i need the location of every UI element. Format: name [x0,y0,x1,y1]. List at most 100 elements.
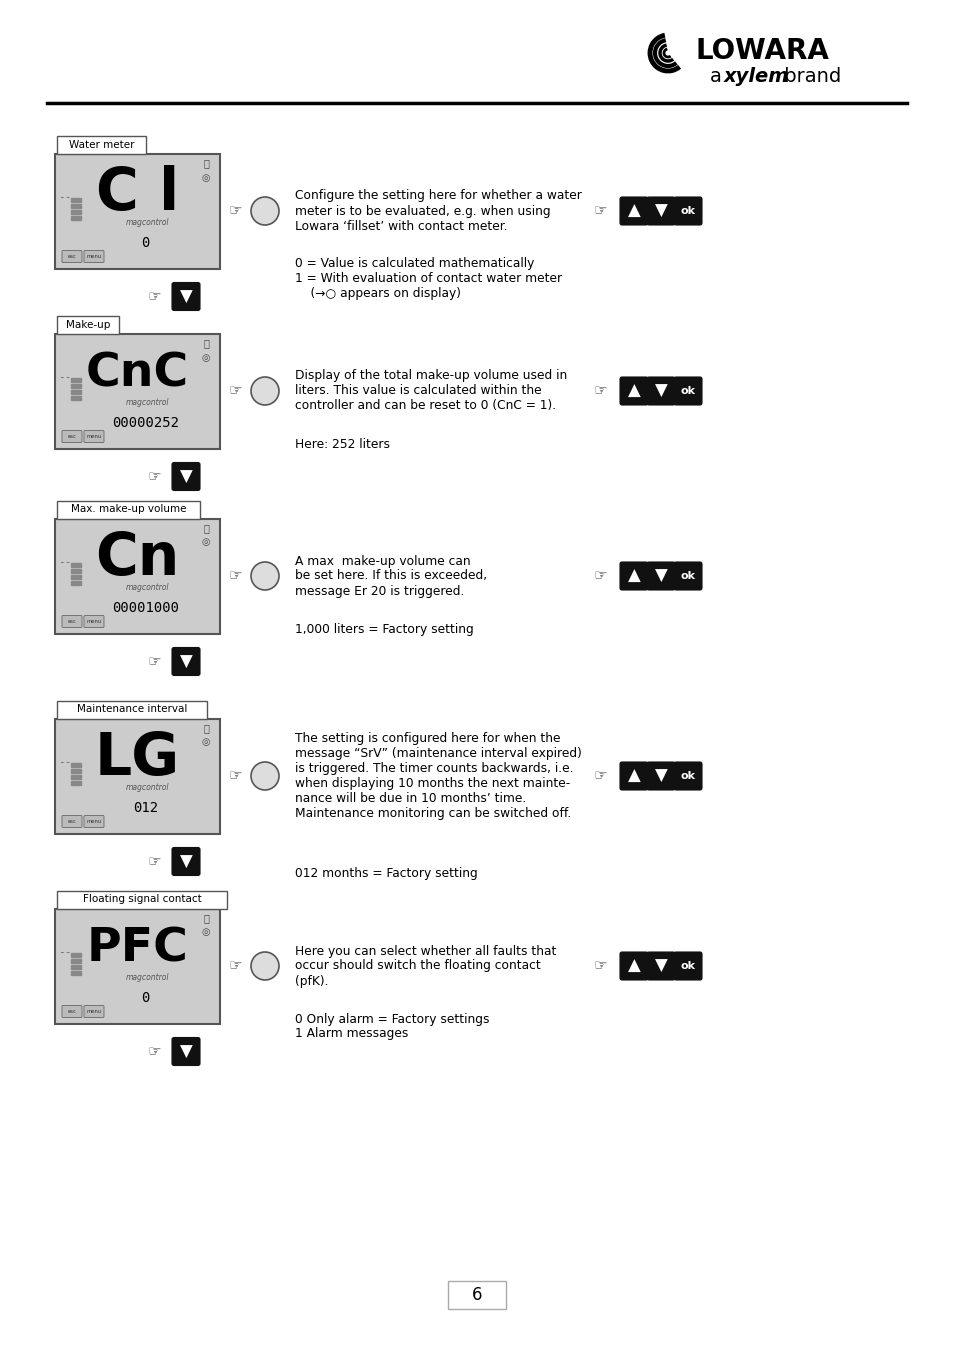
FancyBboxPatch shape [646,562,675,590]
Text: magcontrol: magcontrol [126,218,169,227]
FancyBboxPatch shape [84,616,104,627]
Text: ▼: ▼ [179,1043,193,1061]
FancyBboxPatch shape [646,197,675,226]
Text: ok: ok [679,386,695,396]
Text: ok: ok [679,571,695,581]
FancyBboxPatch shape [673,762,701,790]
Text: a: a [709,68,727,86]
Text: (→○ appears on display): (→○ appears on display) [294,288,460,300]
FancyBboxPatch shape [673,197,701,226]
Text: ☞: ☞ [228,569,241,584]
FancyBboxPatch shape [55,908,220,1024]
Bar [71,378,81,382]
Text: ◎: ◎ [201,928,210,938]
FancyBboxPatch shape [673,562,701,590]
FancyBboxPatch shape [55,334,220,449]
FancyBboxPatch shape [619,197,647,226]
Text: PFC: PFC [87,927,189,971]
Text: ☞: ☞ [228,958,241,974]
Text: 0: 0 [141,236,150,250]
Text: ▲: ▲ [627,767,639,785]
Text: occur should switch the floating contact: occur should switch the floating contact [294,959,540,973]
Text: message Er 20 is triggered.: message Er 20 is triggered. [294,585,464,597]
Text: esc: esc [68,819,76,824]
Text: ▲: ▲ [627,957,639,975]
Text: ▼: ▼ [654,203,667,220]
Bar [71,581,81,585]
Text: LOWARA: LOWARA [696,36,829,65]
FancyBboxPatch shape [84,431,104,443]
Circle shape [251,197,278,226]
Text: Water meter: Water meter [69,139,134,150]
FancyBboxPatch shape [57,316,118,334]
FancyBboxPatch shape [172,282,200,311]
Bar [71,204,81,208]
FancyBboxPatch shape [57,701,207,719]
Text: ok: ok [679,205,695,216]
Text: menu: menu [87,1009,102,1015]
Text: message “SrV” (maintenance interval expired): message “SrV” (maintenance interval expi… [294,747,581,761]
FancyBboxPatch shape [62,250,82,262]
Text: Lowara ‘fillset’ with contact meter.: Lowara ‘fillset’ with contact meter. [294,219,507,232]
Text: ▼: ▼ [654,767,667,785]
Text: ok: ok [679,961,695,971]
Text: --: -- [58,192,71,203]
Text: esc: esc [68,434,76,439]
FancyBboxPatch shape [55,154,220,269]
Text: ◎: ◎ [201,538,210,547]
Text: 0 = Value is calculated mathematically: 0 = Value is calculated mathematically [294,258,534,270]
FancyBboxPatch shape [646,952,675,979]
Text: ▼: ▼ [179,467,193,485]
Text: magcontrol: magcontrol [126,973,169,982]
Text: ◎: ◎ [201,738,210,747]
Text: ◎: ◎ [201,353,210,362]
FancyBboxPatch shape [673,952,701,979]
FancyBboxPatch shape [172,847,200,875]
Text: Here you can select whether all faults that: Here you can select whether all faults t… [294,944,556,958]
Text: C l: C l [96,165,179,223]
Text: ☞: ☞ [147,469,161,484]
Text: menu: menu [87,434,102,439]
Text: ok: ok [259,961,271,971]
Circle shape [251,562,278,590]
Text: Make-up: Make-up [66,319,110,330]
Text: --: -- [58,757,71,767]
Text: Cn: Cn [95,530,179,588]
Circle shape [251,952,278,979]
Text: ◎: ◎ [201,173,210,182]
Text: (pfK).: (pfK). [294,974,328,988]
FancyBboxPatch shape [619,762,647,790]
Bar [71,959,81,963]
Bar [71,569,81,573]
Text: ▼: ▼ [654,382,667,400]
Bar [71,396,81,400]
Text: meter is to be evaluated, e.g. when using: meter is to be evaluated, e.g. when usin… [294,204,550,218]
Text: Maintenance interval: Maintenance interval [77,704,187,715]
FancyBboxPatch shape [84,250,104,262]
Text: --: -- [58,557,71,567]
Text: xylem: xylem [723,68,789,86]
Text: magcontrol: magcontrol [126,584,169,592]
Text: ☞: ☞ [147,289,161,304]
Text: Display of the total make-up volume used in: Display of the total make-up volume used… [294,370,567,382]
Text: 0 Only alarm = Factory settings: 0 Only alarm = Factory settings [294,1012,489,1025]
Text: ☞: ☞ [593,384,606,399]
Text: nance will be due in 10 months’ time.: nance will be due in 10 months’ time. [294,792,526,805]
Text: be set here. If this is exceeded,: be set here. If this is exceeded, [294,570,487,582]
FancyBboxPatch shape [57,890,227,908]
Text: ☞: ☞ [147,854,161,869]
Text: controller and can be reset to 0 (CnC = 1).: controller and can be reset to 0 (CnC = … [294,400,556,412]
FancyBboxPatch shape [619,377,647,405]
FancyBboxPatch shape [172,647,200,676]
FancyBboxPatch shape [62,1005,82,1017]
Text: ok: ok [259,571,271,581]
Text: esc: esc [68,254,76,259]
Text: ⧖: ⧖ [203,523,209,534]
Text: ☞: ☞ [228,384,241,399]
Text: --: -- [58,372,71,382]
Text: ok: ok [259,771,271,781]
FancyBboxPatch shape [646,762,675,790]
Text: when displaying 10 months the next mainte-: when displaying 10 months the next maint… [294,777,570,790]
Text: 6: 6 [471,1286,482,1304]
Text: ok: ok [259,386,271,396]
